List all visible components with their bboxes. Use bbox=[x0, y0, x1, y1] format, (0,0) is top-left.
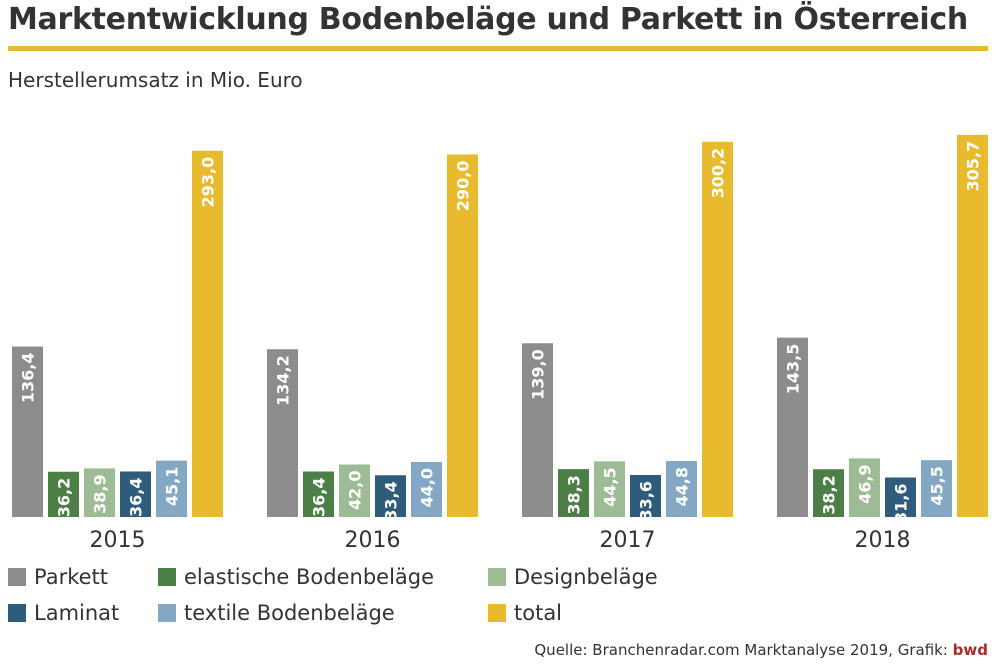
bar-parkett-2016 bbox=[267, 349, 298, 517]
legend-item: Parkett bbox=[8, 565, 108, 589]
brand-mark: bwd bbox=[952, 641, 988, 659]
bar-laminat-2017 bbox=[630, 475, 661, 517]
chart-title: Marktentwicklung Bodenbeläge und Parkett… bbox=[8, 2, 968, 37]
data-label: 44,8 bbox=[673, 467, 692, 506]
x-tick-label: 2018 bbox=[855, 528, 911, 553]
legend-swatch bbox=[8, 604, 26, 622]
data-label: 38,3 bbox=[565, 475, 584, 514]
data-label: 38,2 bbox=[820, 475, 839, 514]
bar-laminat-2016 bbox=[375, 475, 406, 517]
bar-elastische-bodenbeläge-2018 bbox=[813, 469, 844, 517]
source-note: Quelle: Branchenradar.com Marktanalyse 2… bbox=[534, 641, 988, 659]
bar-parkett-2015 bbox=[12, 346, 43, 517]
data-label: 46,9 bbox=[856, 464, 875, 503]
title-underline bbox=[8, 46, 988, 51]
data-label: 31,6 bbox=[892, 484, 911, 523]
legend-item: Laminat bbox=[8, 601, 119, 625]
bar-total-2018 bbox=[957, 134, 988, 517]
data-label: 134,2 bbox=[274, 355, 293, 406]
data-label: 305,7 bbox=[964, 141, 983, 192]
data-label: 300,2 bbox=[709, 148, 728, 199]
data-label: 33,4 bbox=[382, 481, 401, 520]
bar-textile-bodenbeläge-2016 bbox=[411, 462, 442, 517]
bar-chart: 136,4 36,2 38,9 36,4 45,1 293,0 2015 134,2 36,4 4… bbox=[12, 134, 988, 553]
data-label: 290,0 bbox=[454, 161, 473, 212]
data-label: 44,5 bbox=[601, 467, 620, 506]
bar-textile-bodenbeläge-2017 bbox=[666, 461, 697, 517]
legend-swatch bbox=[158, 568, 176, 586]
bar-designbeläge-2015 bbox=[84, 468, 115, 517]
x-tick-label: 2017 bbox=[600, 528, 656, 553]
data-label: 143,5 bbox=[784, 344, 803, 395]
data-label: 139,0 bbox=[529, 349, 548, 400]
bar-textile-bodenbeläge-2018 bbox=[921, 460, 952, 517]
bar-parkett-2017 bbox=[522, 343, 553, 517]
legend-swatch bbox=[8, 568, 26, 586]
x-tick-label: 2016 bbox=[345, 528, 401, 553]
data-label: 293,0 bbox=[199, 157, 218, 208]
chart-legend: Parkett elastische Bodenbeläge Designbeläg… bbox=[8, 565, 988, 635]
bar-laminat-2015 bbox=[120, 471, 151, 517]
legend-item: elastische Bodenbeläge bbox=[158, 565, 434, 589]
bar-elastische-bodenbeläge-2016 bbox=[303, 471, 334, 517]
legend-label: Parkett bbox=[34, 565, 109, 589]
legend-item: Designbeläge bbox=[488, 565, 658, 589]
data-label: 136,4 bbox=[19, 353, 38, 404]
legend-item: textile Bodenbeläge bbox=[158, 601, 395, 625]
data-label: 36,2 bbox=[55, 478, 74, 517]
bar-total-2015 bbox=[192, 150, 223, 517]
legend-swatch bbox=[158, 604, 176, 622]
legend-label: elastische Bodenbeläge bbox=[184, 565, 435, 589]
bar-laminat-2018 bbox=[885, 477, 916, 517]
bar-designbeläge-2018 bbox=[849, 458, 880, 517]
legend-label: Designbeläge bbox=[514, 565, 658, 589]
data-label: 36,4 bbox=[310, 478, 329, 517]
bar-designbeläge-2016 bbox=[339, 464, 370, 517]
x-tick-label: 2015 bbox=[90, 528, 146, 553]
chart-subtitle: Herstellerumsatz in Mio. Euro bbox=[8, 68, 303, 92]
data-label: 33,6 bbox=[637, 481, 656, 520]
bar-elastische-bodenbeläge-2017 bbox=[558, 469, 589, 517]
data-label: 44,0 bbox=[418, 468, 437, 507]
legend-label: total bbox=[514, 601, 563, 625]
legend-swatch bbox=[488, 568, 506, 586]
data-label: 45,5 bbox=[928, 466, 947, 505]
bar-textile-bodenbeläge-2015 bbox=[156, 460, 187, 517]
data-label: 38,9 bbox=[91, 474, 110, 513]
bar-designbeläge-2017 bbox=[594, 461, 625, 517]
bar-total-2017 bbox=[702, 141, 733, 517]
data-label: 45,1 bbox=[163, 467, 182, 506]
bar-total-2016 bbox=[447, 154, 478, 517]
legend-label: textile Bodenbeläge bbox=[184, 601, 395, 625]
bar-elastische-bodenbeläge-2015 bbox=[48, 471, 79, 517]
source-text: Quelle: Branchenradar.com Marktanalyse 2… bbox=[534, 641, 953, 659]
data-label: 42,0 bbox=[346, 471, 365, 510]
legend-item: total bbox=[488, 601, 562, 625]
bar-parkett-2018 bbox=[777, 337, 808, 517]
data-label: 36,4 bbox=[127, 478, 146, 517]
legend-swatch bbox=[488, 604, 506, 622]
legend-label: Laminat bbox=[34, 601, 120, 625]
